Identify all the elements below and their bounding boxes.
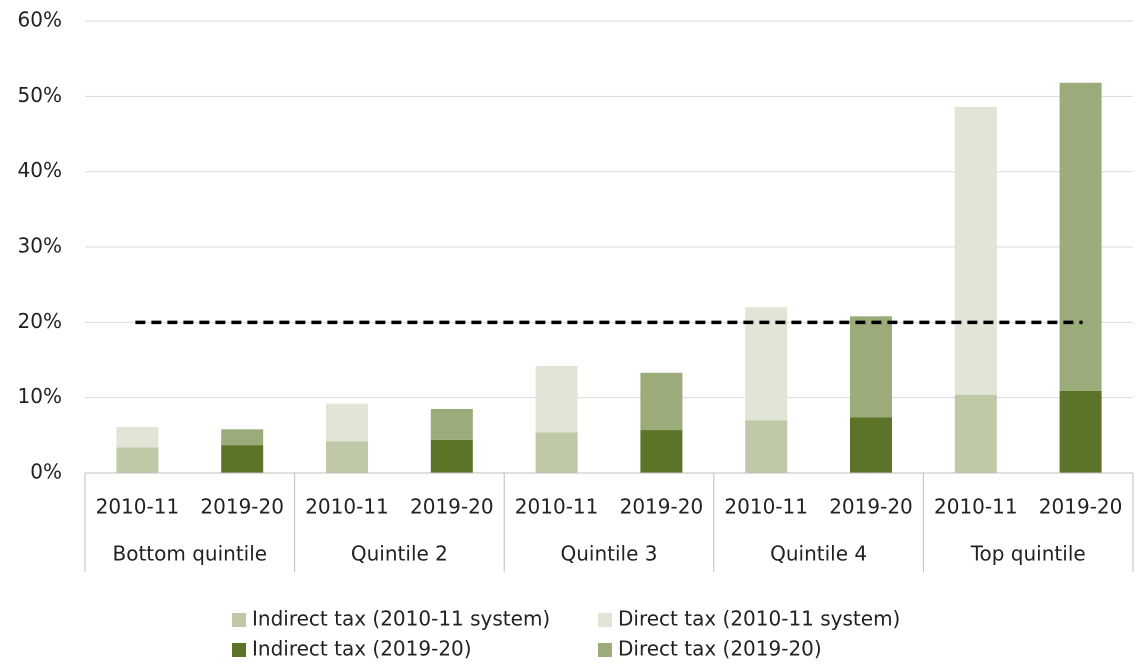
group-label: Quintile 3 xyxy=(561,542,658,566)
bar-segment xyxy=(1059,390,1102,473)
x-tick-label: 2010-11 xyxy=(305,495,389,519)
bar-segment xyxy=(116,447,159,473)
legend-label: Indirect tax (2010-11 system) xyxy=(252,607,550,631)
legend-label: Indirect tax (2019-20) xyxy=(252,637,472,661)
legend-swatch xyxy=(232,613,246,627)
x-tick-label: 2010-11 xyxy=(724,495,808,519)
group-label: Quintile 4 xyxy=(770,542,867,566)
group-label: Top quintile xyxy=(970,542,1086,566)
y-tick-label: 20% xyxy=(18,309,62,333)
bar-segment xyxy=(640,372,683,431)
bar-segment xyxy=(954,106,997,395)
x-tick-label: 2010-11 xyxy=(934,495,1018,519)
y-tick-label: 0% xyxy=(30,460,62,484)
bar-segment xyxy=(326,403,368,442)
bar-segment xyxy=(1059,82,1102,391)
legend-swatch xyxy=(598,643,612,657)
bar-segment xyxy=(850,316,892,418)
bar-segment xyxy=(221,429,264,446)
bar-segment xyxy=(430,439,473,473)
bar-segment xyxy=(954,394,997,473)
legend-swatch xyxy=(232,643,246,657)
y-tick-label: 60% xyxy=(18,8,62,32)
bar-segment xyxy=(745,420,788,473)
bar-segment xyxy=(326,441,368,473)
y-tick-label: 40% xyxy=(18,158,62,182)
x-tick-label: 2010-11 xyxy=(515,495,599,519)
bar-segment xyxy=(745,307,788,421)
bar-segment xyxy=(430,408,473,440)
y-tick-label: 10% xyxy=(18,384,62,408)
x-tick-label: 2019-20 xyxy=(1039,495,1123,519)
legend-label: Direct tax (2010-11 system) xyxy=(618,607,900,631)
bar-segment xyxy=(640,430,683,473)
x-tick-label: 2019-20 xyxy=(200,495,284,519)
x-tick-label: 2019-20 xyxy=(620,495,704,519)
bar-segment xyxy=(116,427,159,448)
group-label: Quintile 2 xyxy=(351,542,448,566)
bar-segment xyxy=(850,417,892,473)
bar-segment xyxy=(221,445,264,473)
legend-swatch xyxy=(598,613,612,627)
x-tick-label: 2010-11 xyxy=(96,495,180,519)
bar-segment xyxy=(535,432,578,473)
x-tick-label: 2019-20 xyxy=(829,495,913,519)
x-tick-label: 2019-20 xyxy=(410,495,494,519)
bar-segment xyxy=(535,366,578,433)
y-tick-label: 50% xyxy=(18,83,62,107)
group-label: Bottom quintile xyxy=(113,542,268,566)
y-tick-label: 30% xyxy=(18,234,62,258)
legend-label: Direct tax (2019-20) xyxy=(618,637,822,661)
